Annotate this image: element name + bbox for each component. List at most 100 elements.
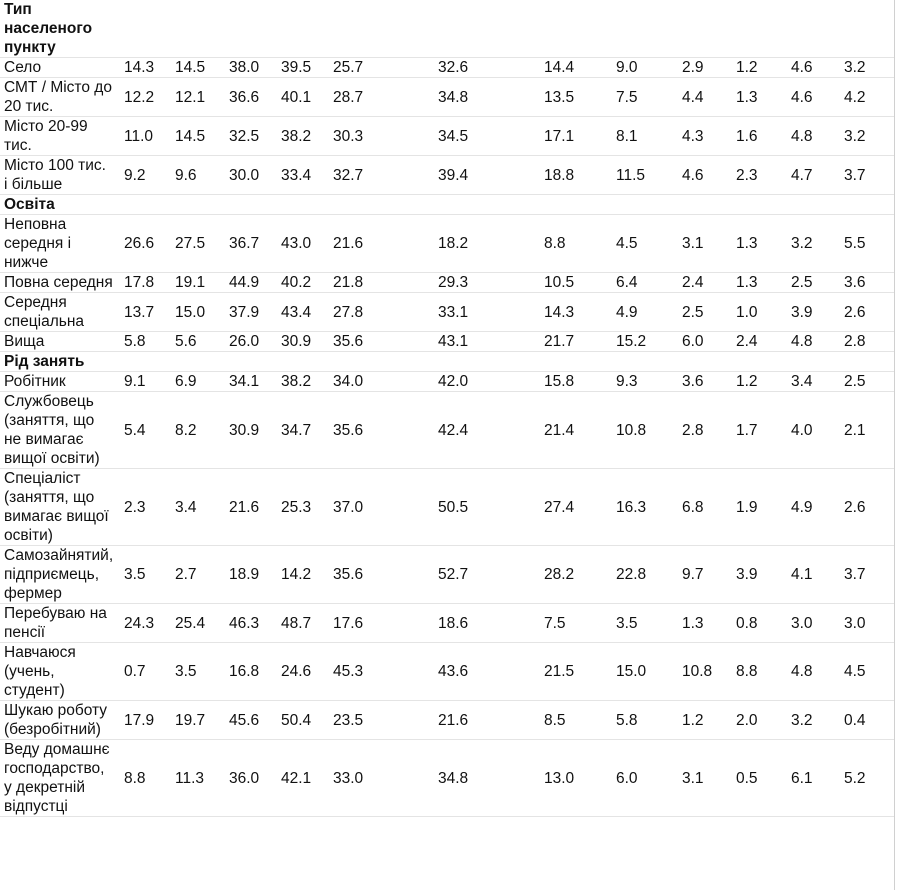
label-line: Повна середня [4,274,113,291]
table-cell: 14.2 [277,545,329,604]
table-cell: 12.1 [171,77,225,117]
table-cell: 26.0 [225,331,277,352]
label-line: фермер [4,585,62,602]
table-row: Місто 20-99 тис. 11.0 14.5 32.5 38.2 30.3 34.5 1… [0,116,895,156]
table-cell: 1.7 [732,391,787,469]
table-cell: 2.7 [171,545,225,604]
table-cell: 23.5 [329,700,434,740]
table-cell: 17.1 [540,116,612,156]
row-label: Місто 100 тис. і більше [0,155,120,195]
table-cell: 10.5 [540,272,612,293]
table-cell: 15.8 [540,371,612,392]
table-cell: 21.5 [540,642,612,701]
table-cell: 2.6 [840,468,895,546]
table-cell: 14.3 [540,292,612,332]
table-cell: 4.6 [787,57,840,78]
table-cell: 4.9 [612,292,678,332]
label-line: господарство, [4,760,105,777]
row-label: Повна середня [0,272,120,293]
section-header-row: Освіта [0,194,895,215]
table-row: Середня спеціальна 13.7 15.0 37.9 43.4 27.8 33.… [0,292,895,332]
table-cell: 16.3 [612,468,678,546]
table-cell: 39.4 [434,155,540,195]
label-line: відпустці [4,798,68,815]
table-cell: 21.8 [329,272,434,293]
table-cell: 18.6 [434,603,540,643]
table-cell: 6.1 [787,739,840,817]
table-cell: 38.2 [277,116,329,156]
table-cell: 3.4 [171,468,225,546]
table-cell: 11.5 [612,155,678,195]
label-line: 20 тис. [4,98,54,115]
table-cell: 15.0 [612,642,678,701]
table-cell: 42.0 [434,371,540,392]
label-line: Веду домашнє [4,741,110,758]
table-cell: 34.1 [225,371,277,392]
table-cell: 40.1 [277,77,329,117]
table-cell: 17.6 [329,603,434,643]
table-cell: 4.6 [787,77,840,117]
table-cell: 44.9 [225,272,277,293]
table-cell: 9.1 [120,371,171,392]
table-cell: 3.5 [171,642,225,701]
table-cell: 32.7 [329,155,434,195]
table-cell: 4.5 [840,642,895,701]
table-cell: 46.3 [225,603,277,643]
table-cell: 15.2 [612,331,678,352]
table-cell: 3.2 [840,116,895,156]
label-line: Перебуваю на [4,605,107,622]
table-cell: 52.7 [434,545,540,604]
table-cell: 38.0 [225,57,277,78]
table-cell: 39.5 [277,57,329,78]
table-row: Шукаю роботу (безробітний) 17.9 19.7 45.6 50.… [0,700,895,740]
table-cell: 1.2 [732,57,787,78]
table-cell: 5.2 [840,739,895,817]
table-cell: 13.7 [120,292,171,332]
row-label: Середня спеціальна [0,292,120,332]
table-cell: 36.7 [225,214,277,273]
table-cell: 28.2 [540,545,612,604]
table-cell: 10.8 [612,391,678,469]
table-cell: 0.8 [732,603,787,643]
section-title: Освіта [0,194,895,215]
table-row: Вища 5.8 5.6 26.0 30.9 35.6 43.1 21.7 15.2 6.0 2.4… [0,331,895,352]
table-cell: 30.0 [225,155,277,195]
label-line: Рід занять [4,353,85,370]
table-cell: 2.5 [787,272,840,293]
label-line: Шукаю роботу [4,702,108,719]
table-row: СМТ / Місто до 20 тис. 12.2 12.1 36.6 40.1 28.… [0,77,895,117]
table-cell: 3.7 [840,545,895,604]
table-cell: 11.0 [120,116,171,156]
label-line: Місто 100 тис. [4,157,106,174]
row-label: Веду домашнє господарство, у декретній відп… [0,739,120,817]
label-line: тис. [4,137,32,154]
table-cell: 4.3 [678,116,732,156]
table-row: Неповна середня і нижче 26.6 27.5 36.7 43.0 21.… [0,214,895,273]
table-cell: 3.2 [840,57,895,78]
row-label: Місто 20-99 тис. [0,116,120,156]
label-line: Робітник [4,373,66,390]
table-cell: 33.0 [329,739,434,817]
table-cell: 25.4 [171,603,225,643]
label-line: освіти) [4,527,53,544]
table-body: Тип населеного пункту Село 14.3 14.5 38.0 39.5 2… [0,0,895,817]
label-line: Службовець [4,393,94,410]
table-cell: 0.4 [840,700,895,740]
table-cell: 7.5 [540,603,612,643]
table-cell: 4.9 [787,468,840,546]
table-cell: 5.6 [171,331,225,352]
table-cell: 8.5 [540,700,612,740]
table-cell: 3.2 [787,700,840,740]
table-cell: 17.8 [120,272,171,293]
table-cell: 6.8 [678,468,732,546]
table-cell: 3.0 [840,603,895,643]
table-cell: 7.5 [612,77,678,117]
label-line: (безробітний) [4,721,101,738]
table-cell: 6.4 [612,272,678,293]
row-label: Перебуваю на пенсії [0,603,120,643]
table-cell: 9.3 [612,371,678,392]
table-cell: 2.4 [678,272,732,293]
table-row: Службовець (заняття, що не вимагає вищої ос… [0,391,895,469]
table-cell: 1.3 [732,214,787,273]
